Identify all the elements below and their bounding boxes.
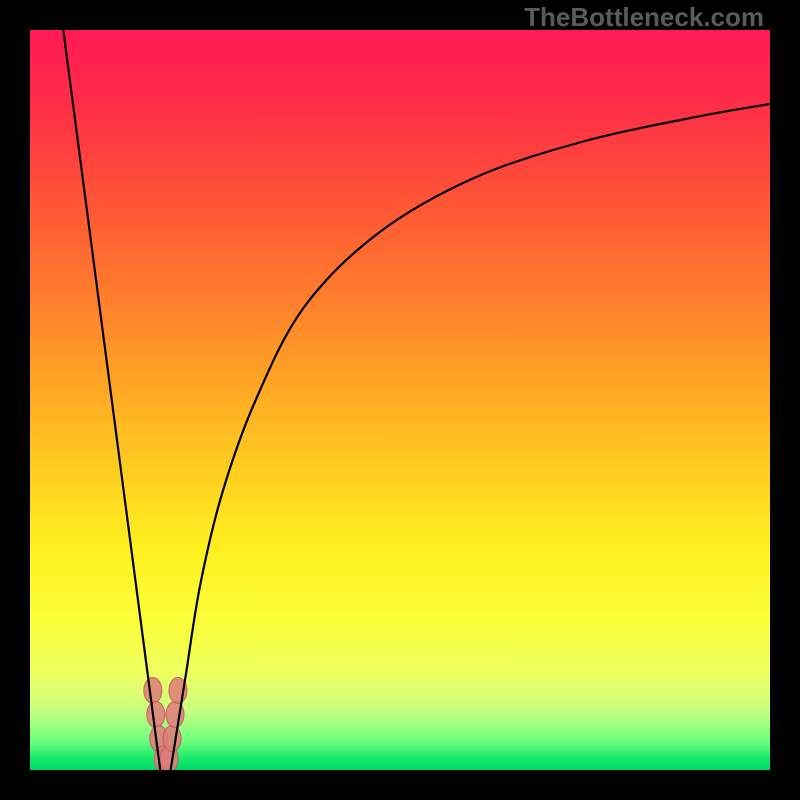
valley-marker	[144, 677, 162, 703]
plot-area	[30, 30, 770, 770]
chart-svg	[30, 30, 770, 770]
left-curve	[63, 30, 160, 770]
valley-marker	[163, 726, 181, 752]
chart-frame: TheBottleneck.com	[0, 0, 800, 800]
valley-marker	[147, 702, 165, 728]
right-curve	[171, 104, 770, 770]
watermark-text: TheBottleneck.com	[524, 2, 764, 33]
